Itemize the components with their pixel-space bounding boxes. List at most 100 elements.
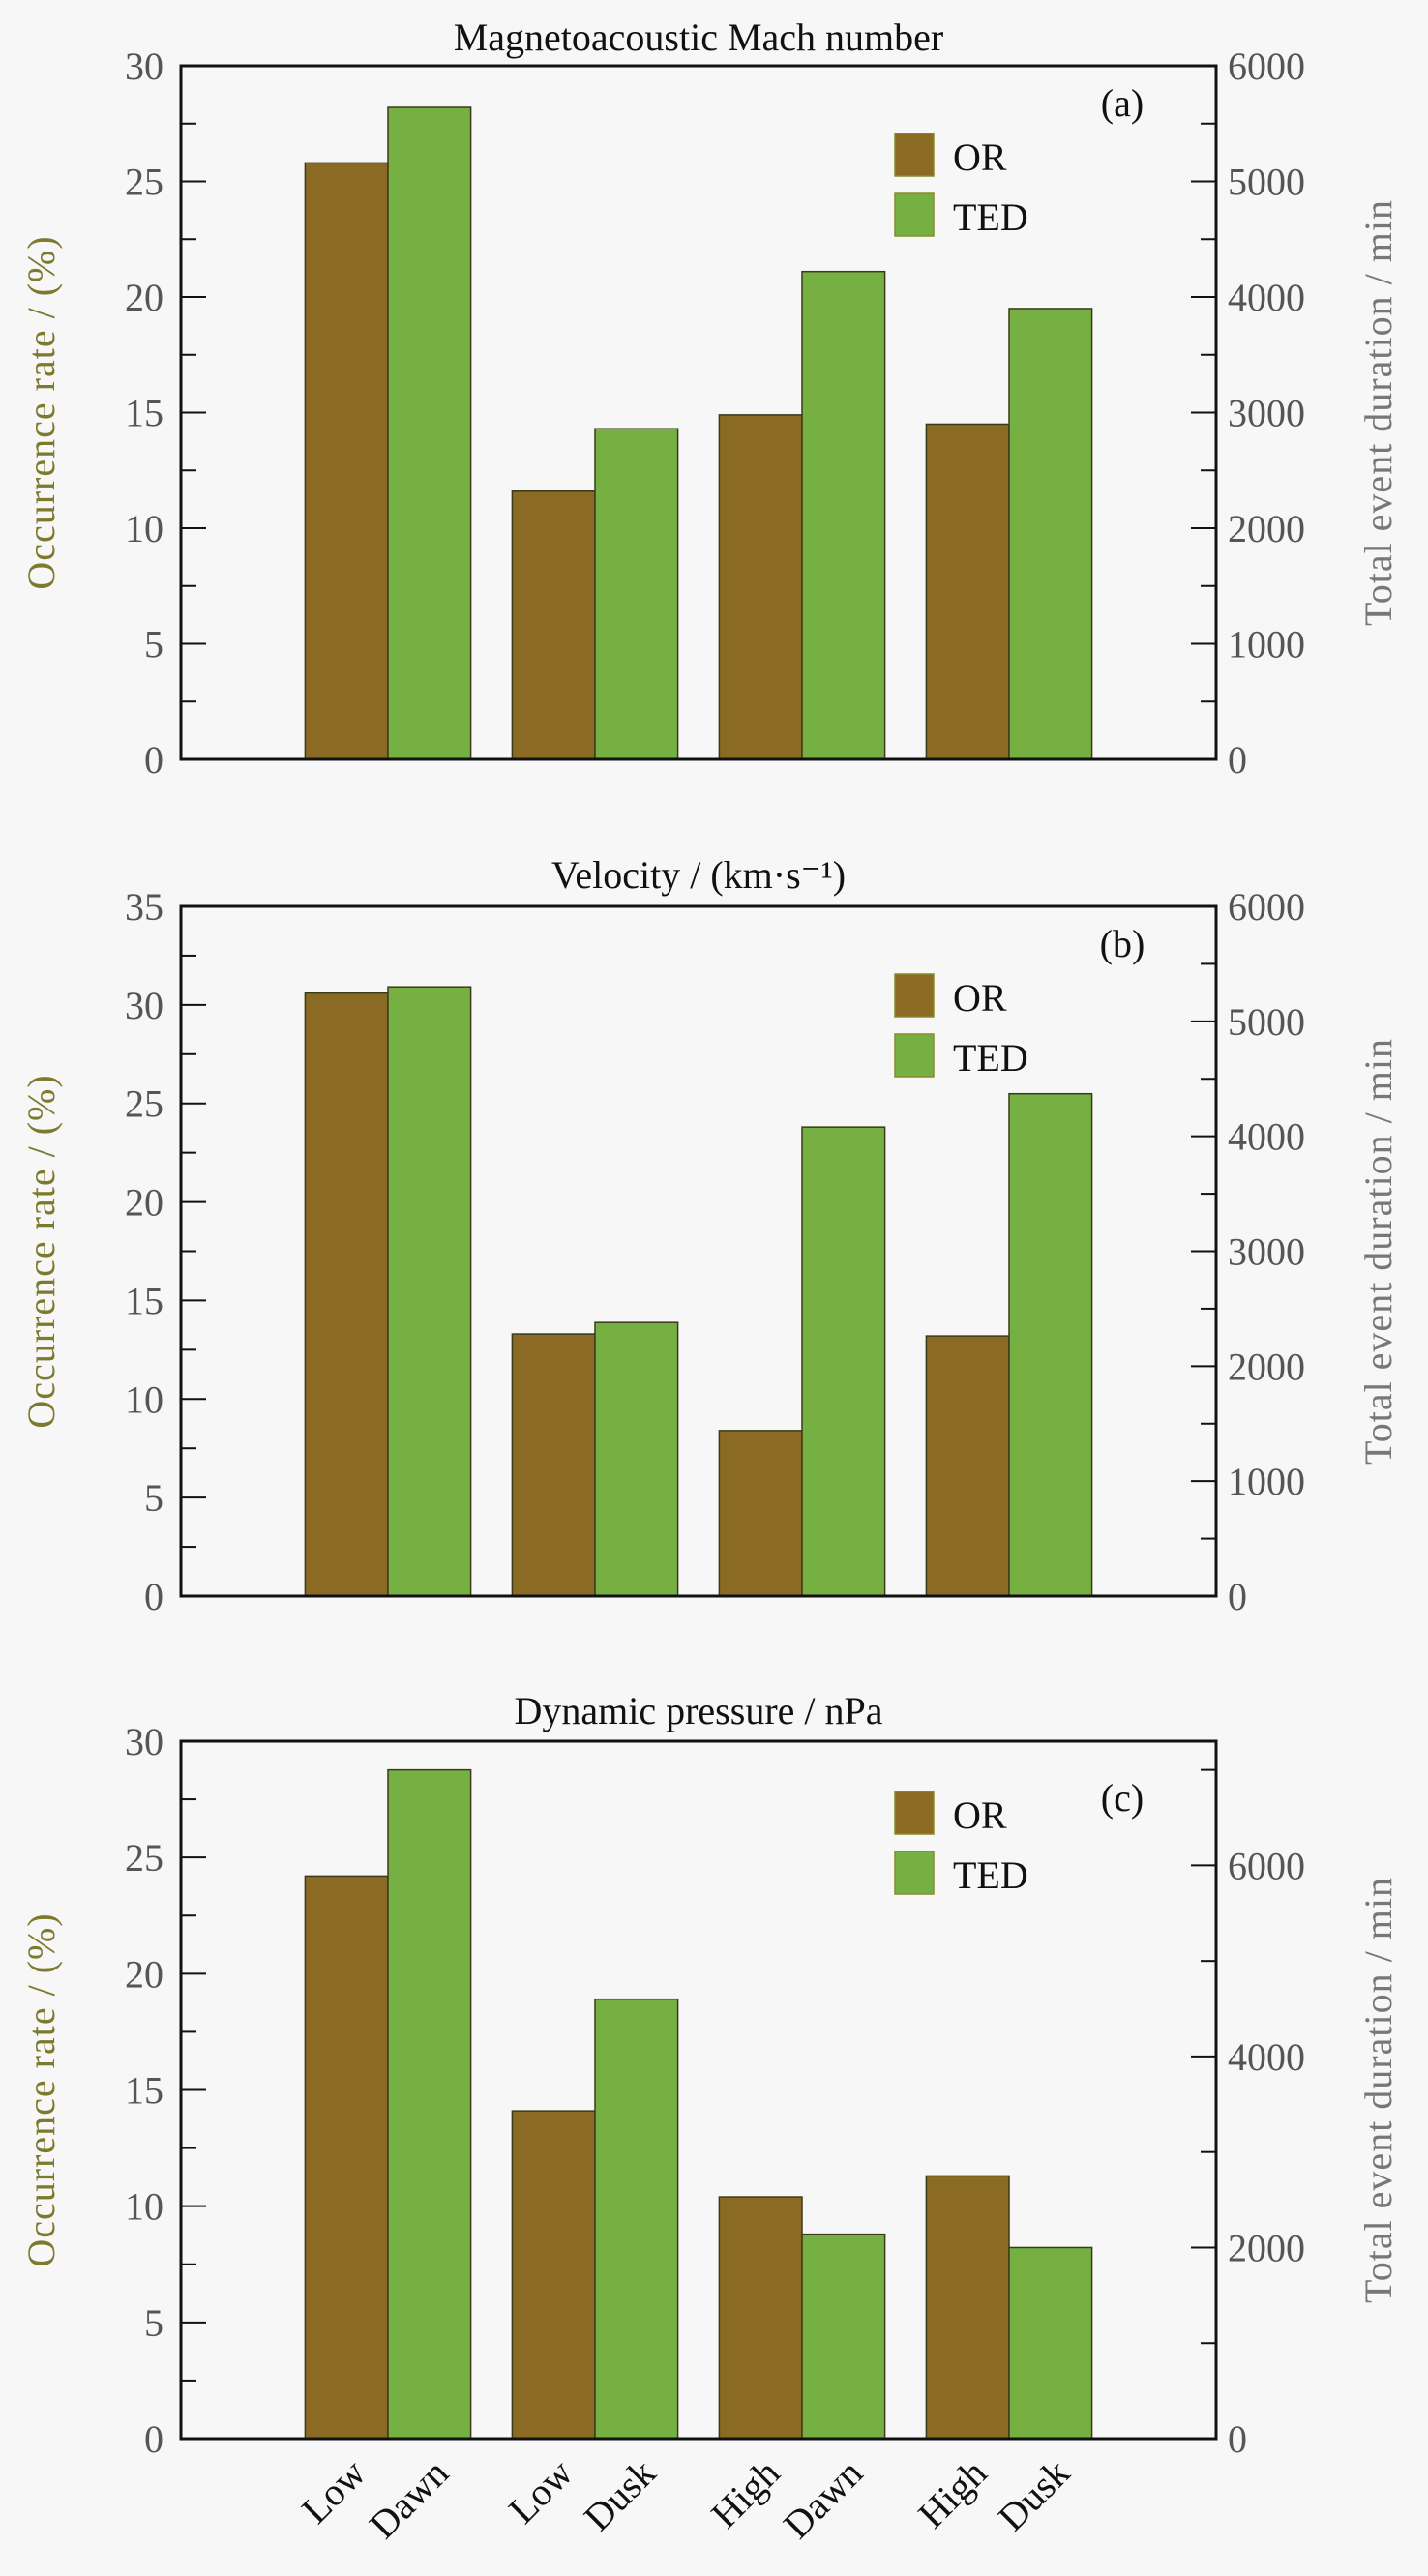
bar-ted (1008, 2246, 1093, 2440)
x-tick-label: Dusk (990, 2451, 1079, 2540)
bar-ted (594, 428, 679, 760)
legend-swatch-or (894, 133, 935, 177)
right-tick-label: 2000 (1228, 1345, 1305, 1388)
left-tick-label: 15 (125, 1279, 164, 1322)
left-tick-label: 10 (125, 1377, 164, 1421)
right-tick-label: 4000 (1228, 276, 1305, 319)
right-axis-label: Total event duration / min (1356, 1877, 1400, 2303)
right-tick-label: 5000 (1228, 1000, 1305, 1044)
left-tick-label: 10 (125, 507, 164, 550)
legend-label-or: OR (953, 1793, 1007, 1837)
left-tick-label: 20 (125, 276, 164, 319)
bar-ted (387, 986, 472, 1597)
left-tick-label: 0 (144, 1575, 164, 1618)
bar-ted (594, 1321, 679, 1597)
x-tick-label: High (702, 2451, 788, 2536)
left-tick-label: 10 (125, 2185, 164, 2229)
right-tick-label: 6000 (1228, 1844, 1305, 1887)
right-tick-label: 0 (1228, 738, 1247, 782)
left-tick-label: 25 (125, 1082, 164, 1126)
bar-or (511, 490, 596, 760)
left-axis-label: Occurrence rate / (%) (19, 1912, 63, 2266)
panel-label: (b) (1100, 922, 1145, 965)
bar-ted (1008, 308, 1093, 760)
legend-swatch-ted (894, 1851, 935, 1895)
bar-or (511, 1333, 596, 1597)
left-tick-label: 20 (125, 1181, 164, 1225)
left-axis-label: Occurrence rate / (%) (19, 235, 63, 589)
panel-label: (c) (1101, 1776, 1144, 1820)
bar-or (718, 2196, 803, 2440)
x-tick-label: High (909, 2451, 995, 2536)
right-tick-label: 3000 (1228, 392, 1305, 435)
panel-b: Velocity / (km·s⁻¹) 0 5 10 15 20 25 30 35 0 1000 20… (19, 853, 1400, 1618)
right-tick-label: 3000 (1228, 1230, 1305, 1274)
legend-swatch-or (894, 973, 935, 1018)
chart-title: Velocity / (km·s⁻¹) (551, 853, 846, 897)
panel-a: Magnetoacoustic Mach number0510152025300… (19, 15, 1400, 782)
bar-or (304, 992, 389, 1597)
right-tick-label: 2000 (1228, 507, 1305, 550)
right-tick-label: 6000 (1228, 885, 1305, 929)
bar-ted (801, 2233, 886, 2440)
left-tick-label: 15 (125, 2069, 164, 2113)
panel-c: Dynamic pressure / nPa 0 5 10 15 20 25 30 0 2000 4… (19, 1689, 1400, 2547)
right-tick-label: 0 (1228, 2417, 1247, 2461)
x-tick-label: Dawn (361, 2451, 457, 2547)
chart-title: Dynamic pressure / nPa (514, 1689, 882, 1732)
left-tick-label: 0 (144, 2417, 164, 2461)
legend-swatch-or (894, 1791, 935, 1835)
x-tick-label: Dawn (775, 2451, 871, 2547)
bar-ted (801, 1126, 886, 1597)
x-tick-label: Dusk (576, 2451, 665, 2540)
left-tick-label: 20 (125, 1952, 164, 1996)
bar-ted (1008, 1092, 1093, 1597)
chart-title: Magnetoacoustic Mach number (454, 15, 944, 59)
right-tick-label: 1000 (1228, 1460, 1305, 1503)
legend-swatch-ted (894, 192, 935, 237)
left-tick-label: 30 (125, 984, 164, 1027)
x-tick-label: Low (500, 2450, 581, 2532)
bar-or (304, 162, 389, 760)
bar-ted (387, 1768, 472, 2440)
legend-label-or: OR (953, 135, 1007, 179)
right-tick-label: 4000 (1228, 2035, 1305, 2079)
left-tick-label: 35 (125, 885, 164, 929)
bar-ted (801, 270, 886, 760)
bar-or (511, 2110, 596, 2440)
right-tick-label: 0 (1228, 1575, 1247, 1618)
left-tick-label: 0 (144, 738, 164, 782)
right-tick-label: 6000 (1228, 44, 1305, 88)
left-tick-label: 25 (125, 161, 164, 204)
bar-or (925, 2175, 1010, 2440)
bar-or (304, 1875, 389, 2440)
right-tick-label: 5000 (1228, 161, 1305, 204)
left-tick-label: 25 (125, 1836, 164, 1880)
bar-ted (387, 106, 472, 760)
legend-label-or: OR (953, 976, 1007, 1020)
legend-label-ted: TED (953, 1036, 1028, 1080)
right-axis-label: Total event duration / min (1356, 199, 1400, 626)
left-tick-label: 30 (125, 1720, 164, 1763)
left-tick-label: 5 (144, 623, 164, 666)
bar-or (718, 1430, 803, 1597)
left-axis-label: Occurrence rate / (%) (19, 1074, 63, 1428)
right-tick-label: 4000 (1228, 1115, 1305, 1159)
x-tick-label: Low (293, 2450, 374, 2532)
bar-or (718, 414, 803, 760)
legend-swatch-ted (894, 1033, 935, 1078)
legend-label-ted: TED (953, 1853, 1028, 1897)
legend-label-ted: TED (953, 195, 1028, 239)
bar-or (925, 423, 1010, 760)
left-tick-label: 5 (144, 1476, 164, 1520)
panel-label: (a) (1101, 81, 1144, 125)
right-axis-label: Total event duration / min (1356, 1038, 1400, 1465)
bar-or (925, 1335, 1010, 1597)
right-tick-label: 2000 (1228, 2226, 1305, 2269)
right-tick-label: 1000 (1228, 623, 1305, 666)
left-tick-label: 5 (144, 2301, 164, 2345)
left-tick-label: 15 (125, 392, 164, 435)
bar-ted (594, 1998, 679, 2440)
left-tick-label: 30 (125, 44, 164, 88)
